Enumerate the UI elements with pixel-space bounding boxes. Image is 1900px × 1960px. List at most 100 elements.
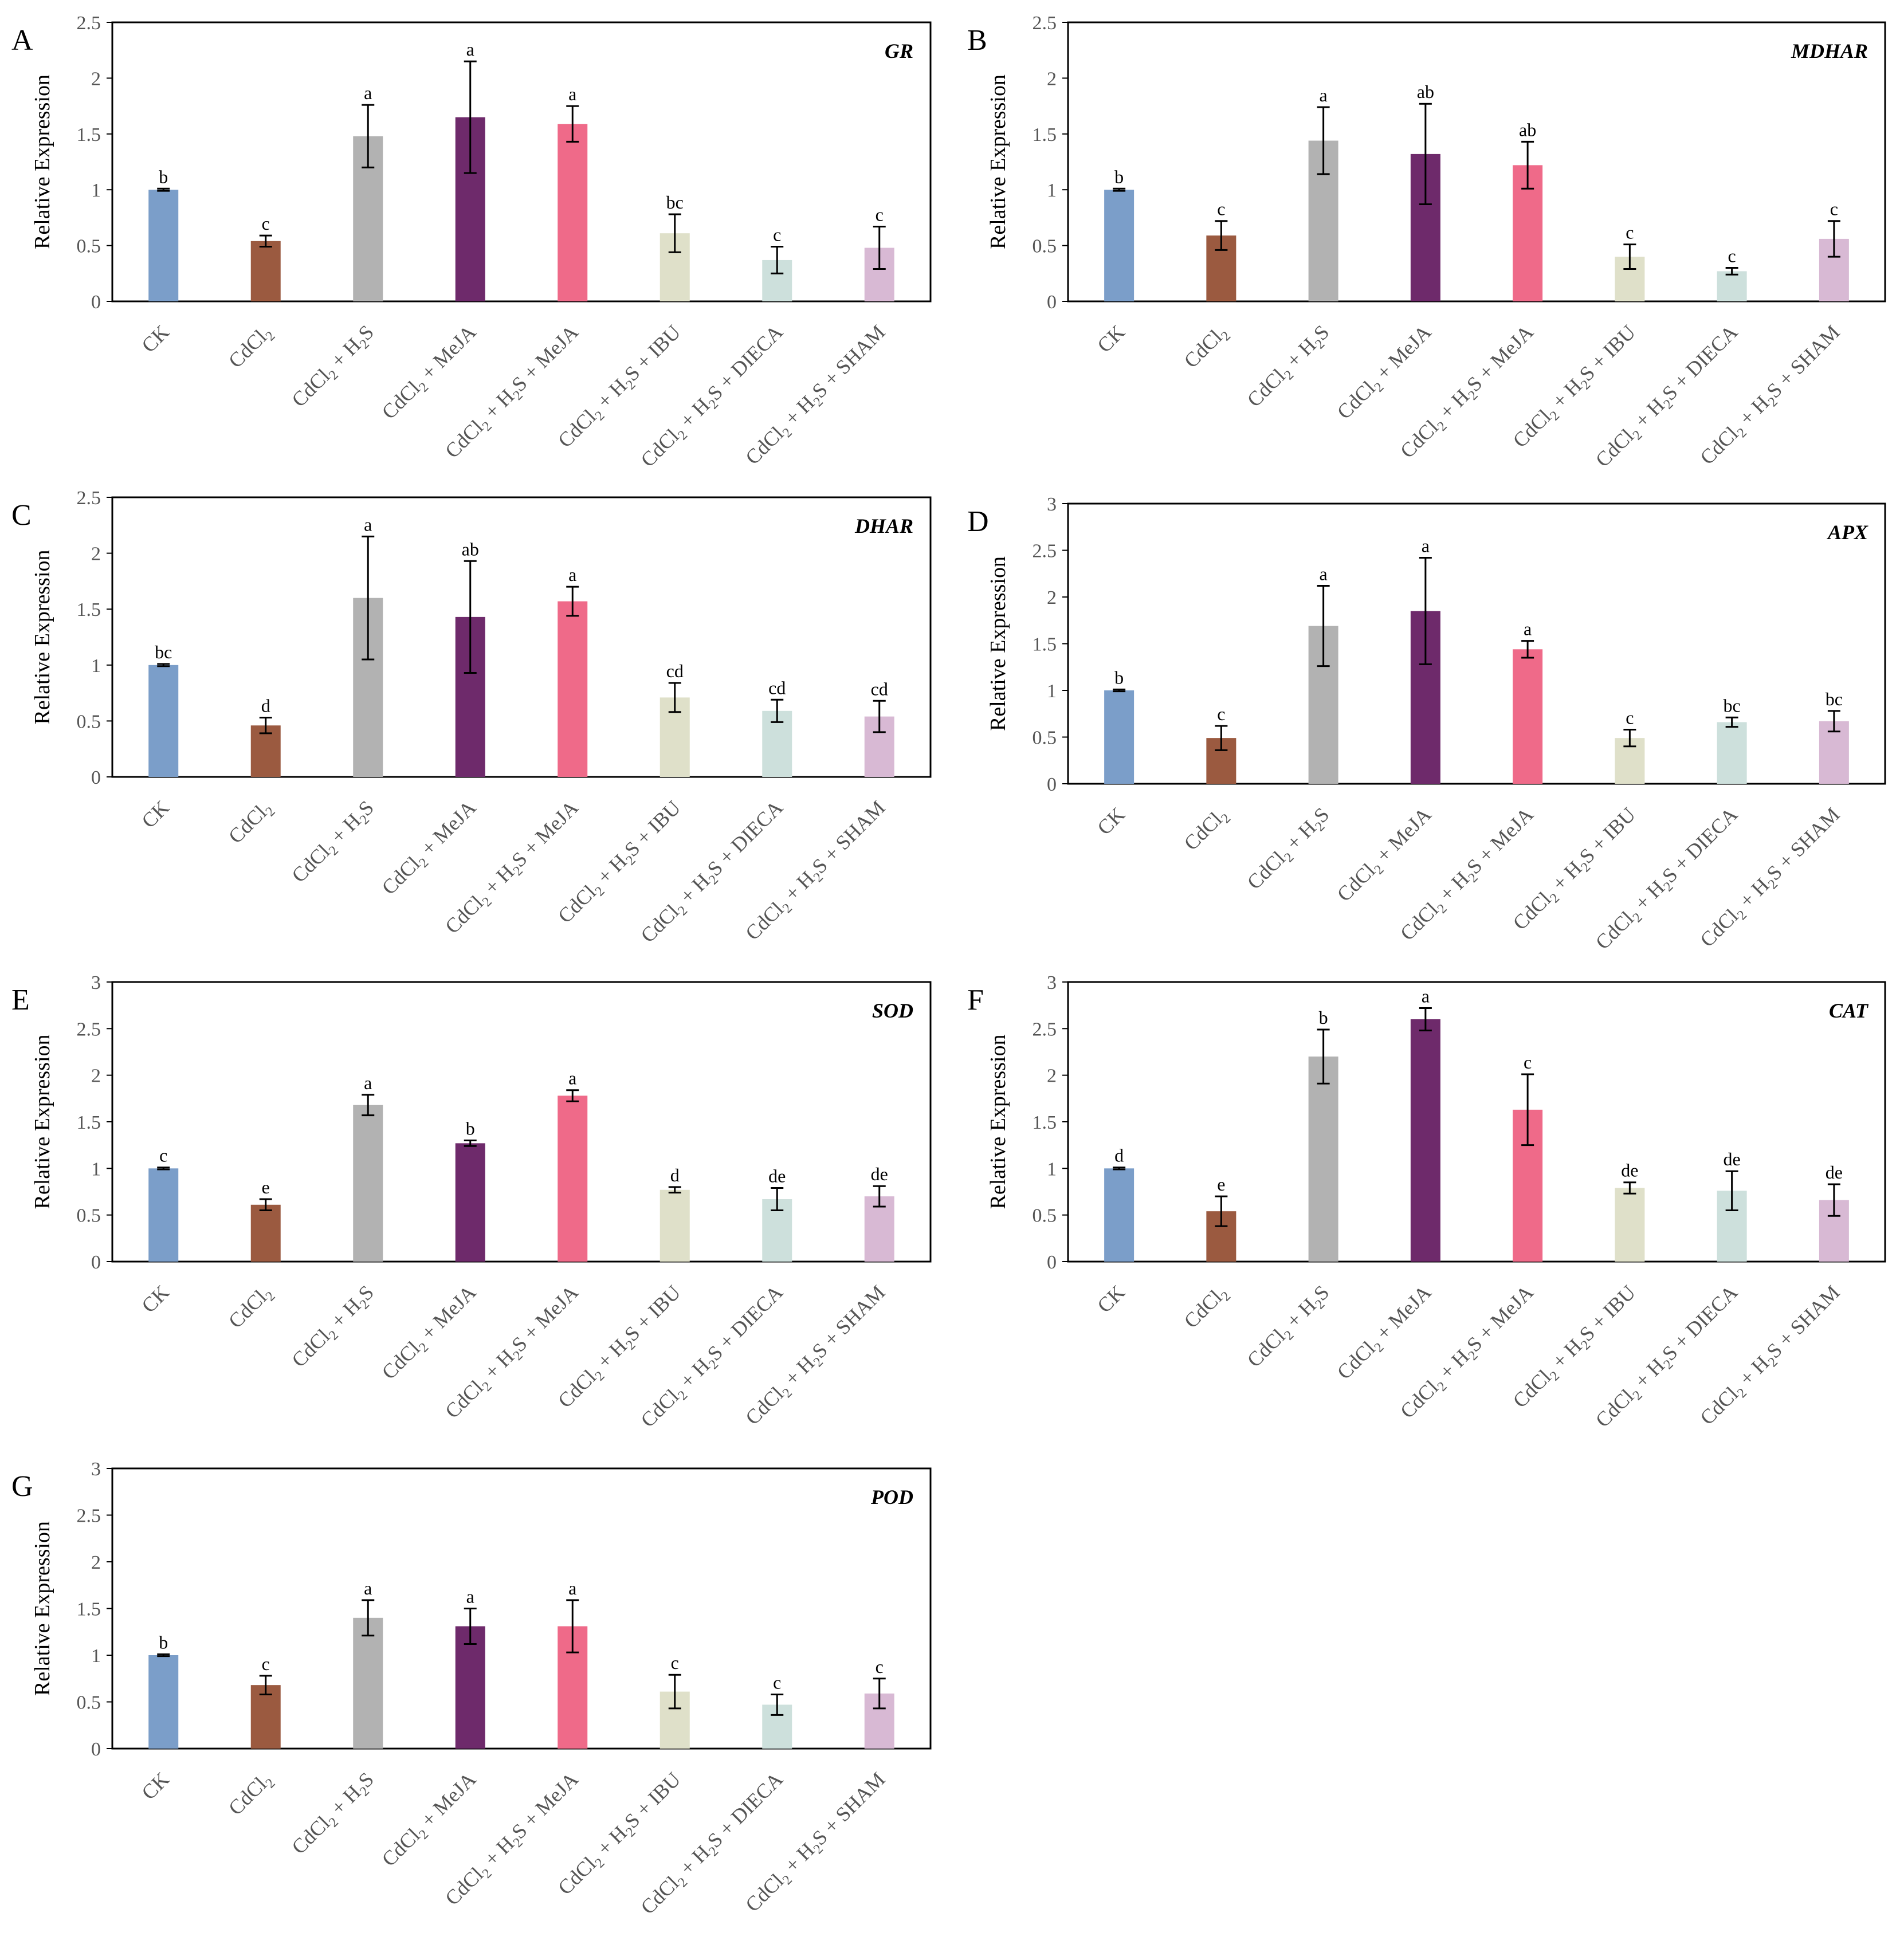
error-bar bbox=[1113, 187, 1126, 192]
y-tick-label: 0.5 bbox=[77, 236, 101, 257]
error-bar bbox=[464, 1608, 477, 1645]
error-bar bbox=[157, 187, 170, 192]
significance-letter: de bbox=[1621, 1160, 1638, 1181]
y-tick-label: 0.5 bbox=[1033, 1205, 1057, 1227]
y-tick-label: 2 bbox=[1047, 587, 1057, 608]
error-bar bbox=[464, 560, 477, 674]
bar bbox=[1104, 190, 1134, 301]
significance-letter: a bbox=[1422, 986, 1430, 1007]
y-tick-label: 0 bbox=[91, 1252, 101, 1273]
bar bbox=[558, 601, 588, 777]
significance-letter: bc bbox=[1826, 689, 1843, 709]
plot-frame bbox=[111, 981, 932, 1263]
error-bar bbox=[1623, 243, 1636, 270]
y-tick-label: 0 bbox=[91, 1739, 101, 1760]
chart-panel-b: B MDHAR Relative Expression 0 0.5 1 1.5 2 2.5 b CK… bbox=[967, 13, 1886, 472]
y-tick-label: 2.5 bbox=[1033, 541, 1057, 562]
significance-letter: c bbox=[1524, 1052, 1532, 1073]
error-bar bbox=[362, 535, 375, 661]
y-tick-label: 1 bbox=[91, 655, 101, 677]
y-tick-label: 1 bbox=[91, 1645, 101, 1667]
y-tick-label: 3 bbox=[1047, 972, 1057, 993]
error-bar bbox=[1725, 716, 1738, 728]
significance-letter: c bbox=[159, 1145, 167, 1166]
significance-letter: de bbox=[768, 1165, 786, 1186]
significance-letter: a bbox=[364, 514, 372, 535]
y-tick-label: 2.5 bbox=[1033, 1019, 1057, 1040]
significance-letter: c bbox=[1217, 199, 1225, 219]
y-tick-label: 0.5 bbox=[77, 1205, 101, 1227]
error-bar bbox=[668, 1674, 681, 1710]
bar bbox=[353, 1105, 383, 1262]
error-bar bbox=[1113, 1166, 1126, 1170]
plot-frame bbox=[1067, 981, 1886, 1263]
x-tick-label: CdCl2 + H2S bbox=[287, 1767, 380, 1861]
error-bar bbox=[1725, 267, 1738, 276]
x-tick-label: CdCl2 + H2S bbox=[1243, 1281, 1336, 1374]
plot-frame bbox=[111, 21, 932, 303]
significance-letter: bc bbox=[155, 642, 172, 662]
significance-letter: a bbox=[1320, 563, 1328, 584]
significance-letter: c bbox=[1830, 199, 1838, 219]
error-bar bbox=[873, 700, 886, 733]
x-tick-label: CdCl2 + H2S bbox=[1243, 803, 1336, 896]
bar bbox=[1717, 271, 1747, 301]
panel-label: F bbox=[967, 984, 984, 1016]
y-tick-label: 1.5 bbox=[77, 599, 101, 620]
error-bar bbox=[1113, 688, 1126, 693]
bar bbox=[250, 241, 281, 301]
y-axis-label: Relative Expression bbox=[986, 74, 1010, 249]
y-axis-label: Relative Expression bbox=[30, 74, 54, 249]
significance-letter: bc bbox=[1724, 695, 1741, 716]
chart-panel-c: C DHAR Relative Expression 0 0.5 1 1.5 2 2.5 bc CK… bbox=[11, 488, 932, 947]
x-tick-label: CdCl2 + H2S bbox=[287, 320, 380, 414]
plot-frame bbox=[111, 1467, 932, 1750]
y-tick-label: 2.5 bbox=[77, 1506, 101, 1527]
x-tick-label: CdCl2 bbox=[224, 1767, 278, 1822]
error-bar bbox=[1317, 106, 1330, 175]
bar bbox=[1308, 1056, 1338, 1262]
y-tick-label: 0 bbox=[1047, 292, 1057, 313]
error-bar bbox=[873, 1678, 886, 1710]
x-tick-label: CdCl2 + MeJA bbox=[378, 1767, 483, 1873]
bar bbox=[1410, 1019, 1440, 1262]
y-tick-label: 0 bbox=[1047, 774, 1057, 795]
y-tick-label: 1.5 bbox=[1033, 634, 1057, 655]
significance-letter: b bbox=[1114, 166, 1124, 187]
x-tick-label: CK bbox=[1093, 803, 1129, 839]
bar bbox=[353, 1617, 383, 1749]
significance-letter: d bbox=[670, 1165, 680, 1185]
error-bar bbox=[1623, 728, 1636, 748]
y-tick-label: 1.5 bbox=[1033, 1112, 1057, 1133]
error-bar bbox=[1419, 1007, 1432, 1032]
y-tick-label: 1 bbox=[1047, 681, 1057, 702]
bar bbox=[148, 1655, 179, 1749]
y-axis-label: Relative Expression bbox=[30, 1521, 54, 1696]
bar bbox=[1104, 690, 1134, 784]
chart-panel-d: D APX Relative Expression 0 0.5 1 1.5 2 2.5 3 b CK c… bbox=[967, 494, 1886, 954]
significance-letter: a bbox=[466, 1586, 474, 1607]
y-tick-label: 2 bbox=[1047, 68, 1057, 89]
error-bar bbox=[1215, 220, 1228, 251]
error-bar bbox=[566, 1599, 579, 1653]
significance-letter: c bbox=[262, 213, 270, 234]
x-tick-label: CK bbox=[137, 1767, 174, 1804]
panel-label: B bbox=[967, 24, 987, 57]
error-bar bbox=[1521, 140, 1534, 190]
significance-letter: c bbox=[1728, 246, 1736, 266]
significance-letter: cd bbox=[666, 661, 684, 681]
error-bar bbox=[1521, 1073, 1534, 1146]
plot-frame bbox=[1067, 21, 1886, 303]
significance-letter: a bbox=[1422, 536, 1430, 556]
error-bar bbox=[157, 663, 170, 667]
error-bar bbox=[566, 1089, 579, 1102]
error-bar bbox=[668, 213, 681, 253]
error-bar bbox=[771, 698, 784, 723]
significance-letter: de bbox=[871, 1164, 888, 1184]
y-tick-label: 0 bbox=[1047, 1252, 1057, 1273]
error-bar bbox=[1419, 103, 1432, 206]
x-tick-label: CdCl2 + H2S bbox=[287, 796, 380, 889]
x-tick-label: CdCl2 + MeJA bbox=[1333, 1281, 1438, 1386]
chart-panel-f: F CAT Relative Expression 0 0.5 1 1.5 2 2.5 3 d CK e… bbox=[967, 972, 1886, 1432]
